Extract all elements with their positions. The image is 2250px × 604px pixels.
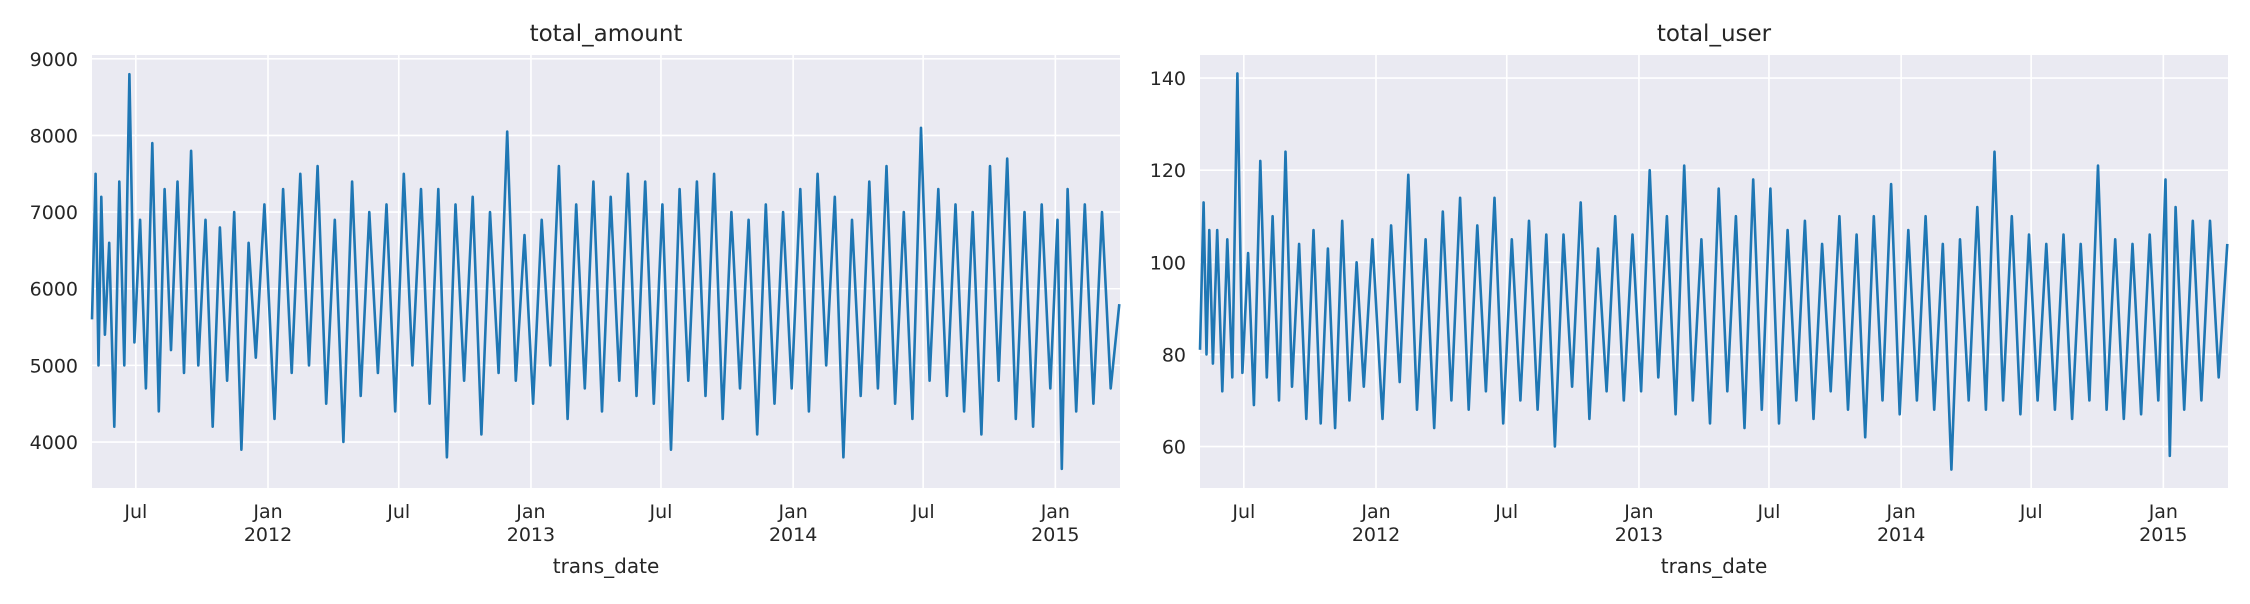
x-tick-year-label: 2015: [1031, 524, 1079, 546]
x-tick-label: Jul: [1756, 501, 1780, 523]
plot-area: [1200, 55, 2228, 488]
x-tick-label: Jul: [386, 501, 410, 523]
y-tick-label: 7000: [30, 202, 78, 224]
x-tick-label: Jan: [1360, 501, 1390, 523]
x-tick-year-label: 2014: [1877, 524, 1925, 546]
x-tick-label: Jul: [1494, 501, 1518, 523]
x-tick-year-label: 2012: [1352, 524, 1400, 546]
x-tick-label: Jul: [648, 501, 672, 523]
x-tick-label: Jan: [2148, 501, 2178, 523]
x-tick-year-label: 2012: [244, 524, 292, 546]
x-tick-year-label: 2015: [2139, 524, 2187, 546]
grid: [1200, 55, 2228, 488]
y-tick-label: 9000: [30, 49, 78, 71]
x-tick-label: Jan: [1623, 501, 1653, 523]
series-line: [90, 72, 1121, 471]
y-ticks: 4000 5000 6000 7000 8000 9000: [30, 49, 78, 454]
series-line: [1198, 72, 2229, 471]
x-tick-label: Jan: [1885, 501, 1915, 523]
plot-area: [92, 55, 1120, 488]
y-tick-label: 5000: [30, 355, 78, 377]
y-tick-label: 60: [1162, 437, 1186, 459]
x-tick-label: Jan: [252, 501, 282, 523]
y-tick-label: 80: [1162, 344, 1186, 366]
x-tick-year-label: 2014: [769, 524, 817, 546]
x-tick-label: Jan: [515, 501, 545, 523]
chart-title: total_amount: [530, 21, 683, 47]
x-tick-label: Jan: [1040, 501, 1070, 523]
x-axis-label: trans_date: [1661, 554, 1768, 578]
x-tick-label: Jul: [123, 501, 147, 523]
chart-title: total_user: [1657, 21, 1772, 47]
y-tick-label: 8000: [30, 125, 78, 147]
x-tick-label: Jul: [911, 501, 935, 523]
x-tick-label: Jul: [2019, 501, 2043, 523]
y-tick-label: 100: [1150, 252, 1186, 274]
x-tick-label: Jul: [1231, 501, 1255, 523]
y-tick-label: 120: [1150, 160, 1186, 182]
y-tick-label: 4000: [30, 432, 78, 454]
y-ticks: 60 80 100 120 140: [1150, 68, 1186, 459]
x-axis-label: trans_date: [553, 554, 660, 578]
y-tick-label: 6000: [30, 279, 78, 301]
x-tick-year-label: 2013: [1615, 524, 1663, 546]
y-tick-label: 140: [1150, 68, 1186, 90]
x-tick-label: Jan: [777, 501, 807, 523]
x-tick-year-label: 2013: [507, 524, 555, 546]
